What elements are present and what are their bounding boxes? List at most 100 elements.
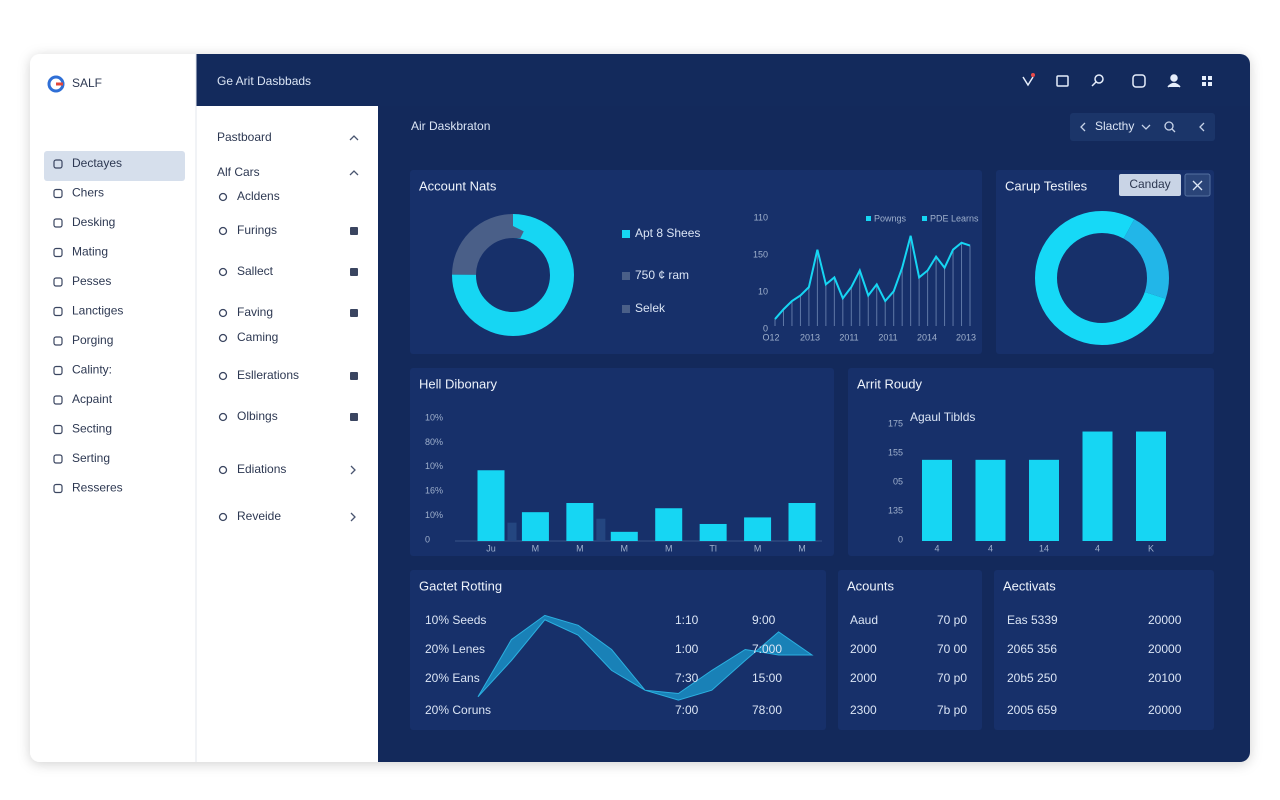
brand: SALF	[72, 76, 102, 90]
legend-label: Apt 8 Shees	[635, 226, 700, 240]
subnav-item[interactable]: Acldens	[237, 189, 280, 203]
legend-swatch	[622, 305, 630, 313]
subnav-item[interactable]: Olbings	[237, 409, 278, 423]
table-cell: 2000	[850, 671, 877, 685]
table-cell: 20000	[1148, 642, 1182, 656]
nav-item[interactable]: Resseres	[72, 481, 123, 495]
donut-segment	[1035, 211, 1169, 345]
panel	[994, 570, 1214, 730]
nav-item[interactable]: Serting	[72, 451, 110, 465]
x-tick-label: Tl	[709, 543, 717, 553]
legend-swatch	[866, 216, 871, 221]
x-tick-label: 2014	[917, 332, 937, 342]
x-tick-label: M	[798, 543, 806, 553]
table-cell: 20% Eans	[425, 671, 480, 685]
y-tick-label: 0	[425, 534, 430, 544]
nav-item[interactable]: Mating	[72, 245, 108, 259]
y-tick-label: 175	[888, 418, 903, 428]
subnav-item[interactable]: Caming	[237, 330, 278, 344]
nav-item[interactable]: Porging	[72, 333, 113, 347]
x-tick-label: Ju	[486, 543, 496, 553]
table-cell: 1:00	[675, 642, 699, 656]
nav-item[interactable]: Calinty:	[72, 363, 112, 377]
subnav-group[interactable]: Alf Cars	[217, 165, 260, 179]
trend-line	[774, 235, 971, 320]
x-tick-label: M	[665, 543, 673, 553]
subnav-icon	[218, 371, 228, 381]
x-tick-label: M	[576, 543, 584, 553]
close-icon	[1192, 180, 1203, 191]
x-tick-label: M	[532, 543, 540, 553]
nav-icon	[53, 395, 63, 405]
subnav-item[interactable]: Faving	[237, 305, 273, 319]
table-cell: Aaud	[850, 613, 878, 627]
subnav-icon	[218, 308, 228, 318]
nav-icon	[53, 218, 63, 228]
table-cell: 7:000	[752, 642, 782, 656]
subnav-header[interactable]: Pastboard	[217, 130, 272, 144]
panel-title: Arrit Roudy	[857, 376, 923, 391]
donut-segment	[1035, 211, 1169, 345]
x-tick-label: 4	[1095, 543, 1100, 553]
nav-item[interactable]: Lanctiges	[72, 304, 123, 318]
nav-item[interactable]: Acpaint	[72, 392, 113, 406]
table-cell: 70 p0	[937, 671, 967, 685]
bar	[922, 459, 952, 541]
nav-item[interactable]: Chers	[72, 186, 104, 200]
subnav-item[interactable]: Sallect	[237, 264, 274, 278]
subnav-action	[350, 309, 358, 317]
table-cell: 70 p0	[937, 613, 967, 627]
table-cell: 2300	[850, 703, 877, 717]
legend-label: PDE Learns	[930, 213, 979, 223]
table-cell: 20000	[1148, 703, 1182, 717]
table-cell: 7:30	[675, 671, 699, 685]
y-tick-label: 10%	[425, 461, 443, 471]
table-cell: 78:00	[752, 703, 782, 717]
chevron	[350, 465, 356, 475]
bar	[1136, 431, 1166, 541]
nav-item[interactable]: Pesses	[72, 274, 111, 288]
filter-box[interactable]	[1070, 113, 1215, 141]
subnav-icon	[218, 226, 228, 236]
nav-item[interactable]: Desking	[72, 215, 115, 229]
y-tick-label: 80%	[425, 437, 443, 447]
subnav-item[interactable]: Reveide	[237, 509, 281, 523]
topbar-icons	[1022, 73, 1212, 88]
nav-active	[44, 151, 185, 181]
bar	[596, 518, 606, 541]
subnav-item[interactable]: Furings	[237, 223, 277, 237]
subnav-icon	[218, 412, 228, 422]
nav-icon	[53, 365, 63, 376]
nav-item[interactable]: Secting	[72, 422, 112, 436]
subnav-item[interactable]: Ediations	[237, 462, 286, 476]
y-tick-label: 10%	[425, 510, 443, 520]
panel	[838, 570, 982, 730]
legend-label: Powngs	[874, 213, 907, 223]
table-cell: 20% Coruns	[425, 703, 491, 717]
x-tick-label: 2013	[800, 332, 820, 342]
nav-icon	[53, 277, 63, 287]
x-tick-label: 4	[988, 543, 993, 553]
button[interactable]	[1119, 174, 1181, 196]
nav-icon	[53, 454, 63, 464]
bar	[1029, 459, 1059, 541]
table-cell: 20% Lenes	[425, 642, 485, 656]
x-tick-label: M	[621, 543, 629, 553]
nav-item[interactable]: Dectayes	[72, 156, 122, 170]
panel	[410, 368, 834, 556]
topbar-title: Ge Arit Dasbbads	[217, 74, 311, 88]
button-label[interactable]: Canday	[1129, 177, 1170, 191]
bar	[610, 531, 638, 541]
subnav-item[interactable]: Esllerations	[237, 368, 299, 382]
subnav-action	[350, 413, 358, 421]
y-tick-label: 10%	[425, 412, 443, 422]
filter-label[interactable]: Slacthy	[1095, 119, 1134, 133]
main-title: Air Daskbraton	[411, 119, 490, 133]
table-cell: 15:00	[752, 671, 782, 685]
y-tick-label: 110	[754, 212, 768, 222]
table-cell: 20b5 250	[1007, 671, 1057, 685]
table-cell: 20000	[1148, 613, 1182, 627]
panel-title: Account Nats	[419, 178, 497, 193]
filter-icons	[1080, 121, 1205, 133]
